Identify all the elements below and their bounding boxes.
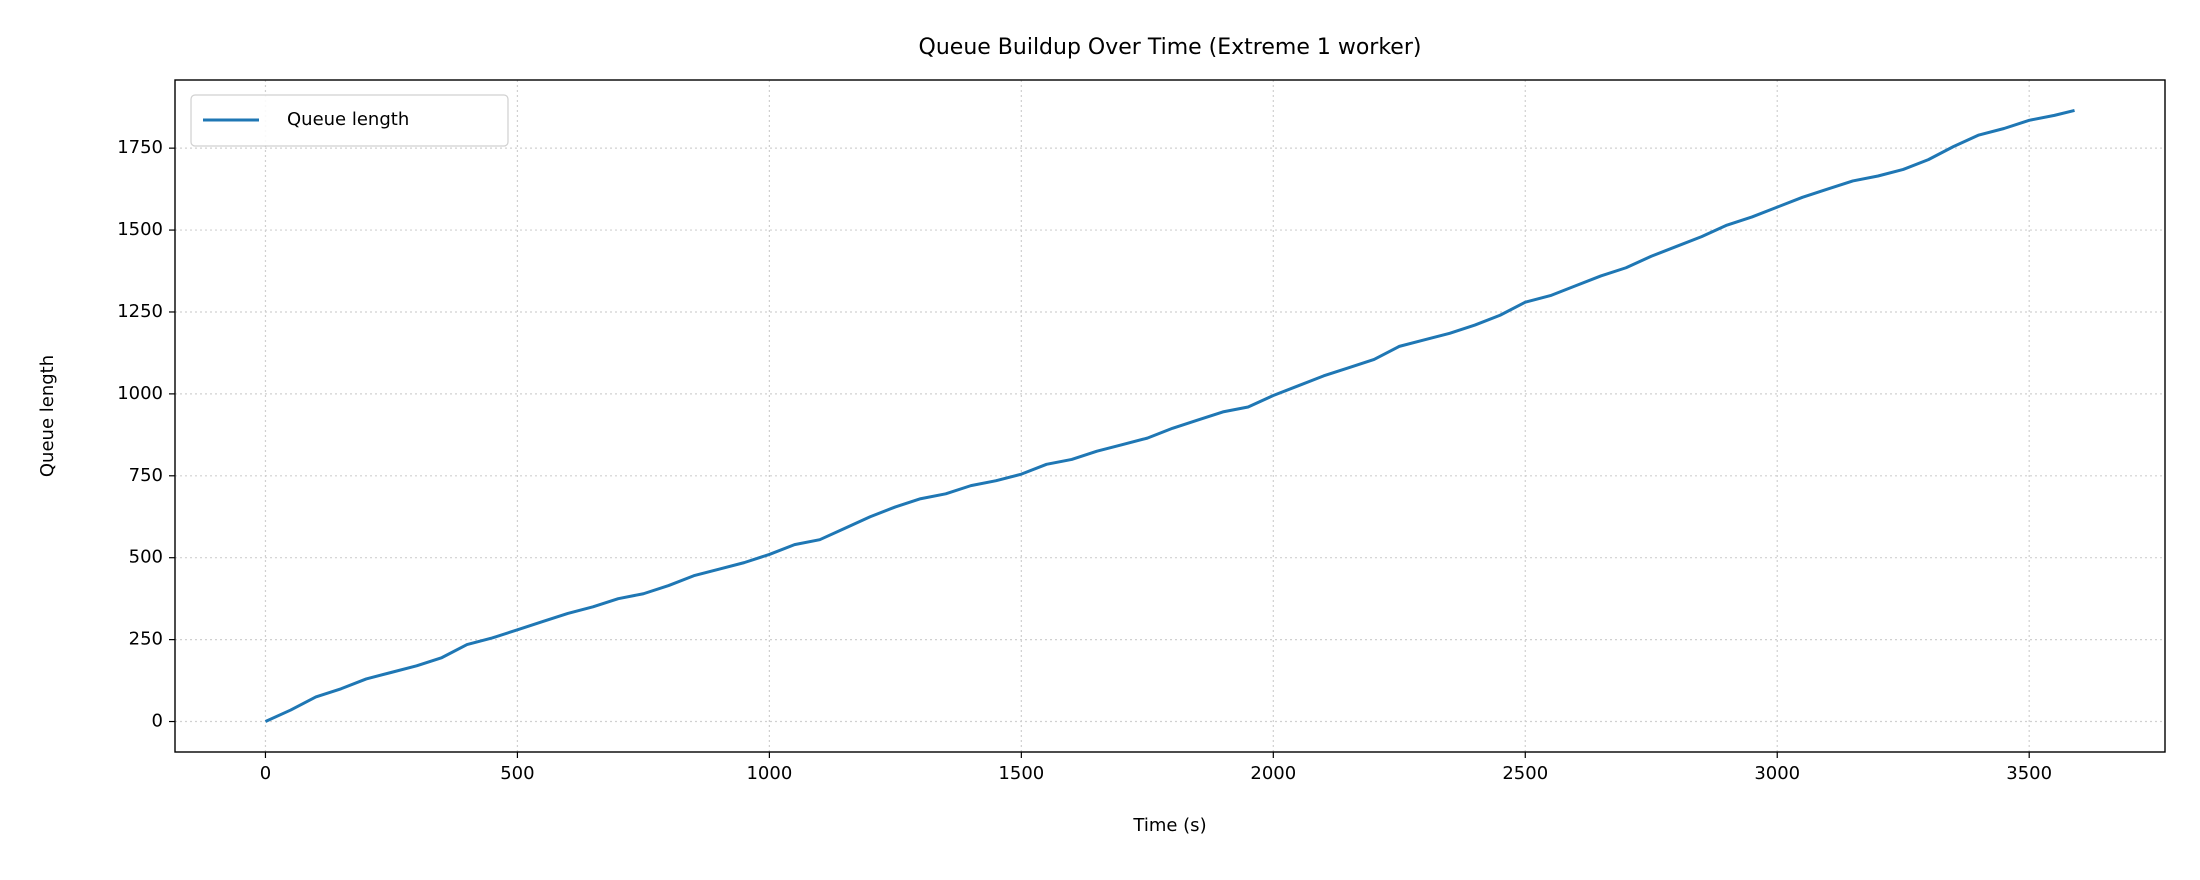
x-tick-label: 3000	[1754, 763, 1800, 784]
y-tick-label: 0	[152, 711, 163, 732]
legend-box	[190, 94, 509, 147]
y-axis-label: Queue length	[37, 355, 58, 477]
y-tick-label: 1000	[117, 383, 163, 404]
x-tick-label: 2000	[1250, 763, 1296, 784]
x-tick-label: 2500	[1502, 763, 1548, 784]
legend-label: Queue length	[287, 109, 409, 130]
y-tick-label: 1500	[117, 219, 163, 240]
y-tick-label: 1250	[117, 301, 163, 322]
x-axis-label: Time (s)	[1132, 815, 1206, 836]
y-tick-label: 250	[129, 629, 163, 650]
x-tick-label: 3500	[2006, 763, 2052, 784]
x-tick-label: 1500	[998, 763, 1044, 784]
y-tick-label: 750	[129, 465, 163, 486]
chart-title: Queue Buildup Over Time (Extreme 1 worke…	[919, 35, 1422, 60]
y-tick-label: 500	[129, 547, 163, 568]
x-tick-label: 0	[260, 763, 271, 784]
line-series	[264, 109, 2075, 723]
plot-frame	[174, 79, 2166, 753]
x-tick-label: 1000	[746, 763, 792, 784]
y-tick-label: 1750	[117, 137, 163, 158]
x-tick-label: 500	[500, 763, 534, 784]
